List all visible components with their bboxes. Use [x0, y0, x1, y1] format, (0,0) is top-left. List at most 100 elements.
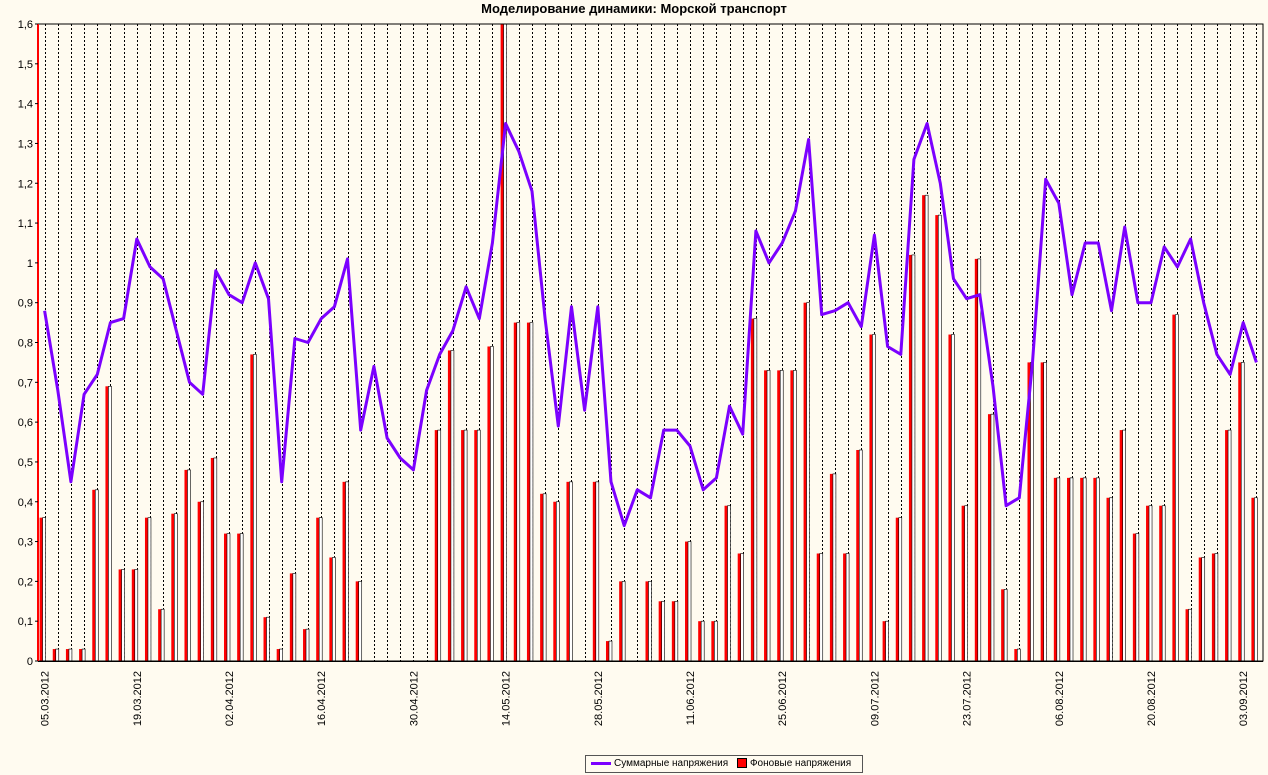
- legend-label-background: Фоновые напряжения: [749, 758, 852, 769]
- bar: [895, 517, 899, 661]
- bar-shadow: [793, 370, 797, 662]
- bar: [171, 513, 175, 661]
- bar: [803, 302, 807, 661]
- bar: [1198, 557, 1202, 661]
- bar: [922, 195, 926, 661]
- bar-shadow: [727, 505, 731, 662]
- bar: [1001, 589, 1005, 661]
- y-tick-label: 1,2: [18, 178, 33, 190]
- bar-shadow: [872, 334, 876, 662]
- bar-shadow: [226, 533, 231, 662]
- bar-shadow: [1214, 553, 1219, 662]
- bar: [553, 501, 557, 661]
- bar: [1119, 430, 1123, 661]
- bar: [1053, 477, 1057, 661]
- bar: [1238, 362, 1242, 661]
- bar-shadow: [147, 517, 152, 662]
- y-tick-label: 0,1: [18, 616, 33, 628]
- bar: [144, 517, 148, 661]
- bar: [566, 481, 570, 661]
- bar: [869, 334, 873, 661]
- x-tick-label: 09.07.2012: [869, 671, 881, 726]
- bar: [276, 649, 280, 661]
- bar-shadow: [1056, 477, 1061, 662]
- bar: [461, 430, 465, 661]
- bar-shadow: [81, 648, 86, 662]
- legend-item-background: Фоновые напряжения: [736, 757, 852, 771]
- bar-shadow: [437, 429, 442, 662]
- bar: [777, 370, 781, 661]
- x-tick-label: 25.06.2012: [777, 671, 789, 726]
- bar-shadow: [1030, 362, 1034, 662]
- bar: [197, 501, 201, 661]
- bar-shadow: [332, 557, 336, 662]
- bar-shadow: [253, 354, 257, 662]
- x-tick-label: 20.08.2012: [1146, 671, 1158, 726]
- bar-shadow: [476, 429, 481, 662]
- bar-shadow: [951, 334, 955, 662]
- bar-shadow: [121, 569, 125, 662]
- bar: [856, 449, 860, 661]
- x-tick-label: 16.04.2012: [316, 671, 328, 726]
- bar: [671, 601, 675, 661]
- bar-shadow: [279, 648, 283, 662]
- bar-shadow: [345, 481, 349, 662]
- bar: [658, 601, 662, 661]
- bar: [1014, 649, 1018, 661]
- bar-shadow: [674, 600, 679, 662]
- bar-shadow: [1240, 362, 1245, 662]
- bar: [1211, 553, 1215, 661]
- x-tick-label: 03.09.2012: [1238, 671, 1250, 726]
- bar: [974, 258, 978, 661]
- y-tick-label: 0,6: [18, 417, 33, 429]
- legend-label-total: Суммарные напряжения: [614, 758, 729, 769]
- y-tick-label: 0,9: [18, 298, 33, 310]
- bar: [1225, 430, 1229, 661]
- y-tick-label: 0,7: [18, 377, 33, 389]
- bar-shadow: [964, 505, 968, 662]
- legend-item-total: Суммарные напряжения: [591, 757, 728, 771]
- bar: [619, 581, 623, 661]
- x-tick-label: 06.08.2012: [1054, 671, 1066, 726]
- bar-shadow: [648, 581, 652, 662]
- bar-shadow: [68, 648, 73, 662]
- bar: [961, 505, 965, 661]
- bar-shadow: [305, 628, 310, 662]
- bar: [434, 430, 438, 661]
- bar: [1159, 505, 1163, 661]
- bar-shadow: [937, 214, 942, 662]
- bar: [487, 346, 491, 661]
- bar: [540, 493, 544, 661]
- bar-shadow: [1096, 477, 1100, 662]
- bar: [158, 609, 162, 661]
- bar: [1040, 362, 1044, 661]
- bar: [342, 481, 346, 661]
- bar: [1093, 477, 1097, 661]
- bar-shadow: [318, 517, 323, 662]
- bar: [447, 350, 451, 661]
- bar: [698, 621, 702, 661]
- x-tick-label: 30.04.2012: [408, 671, 420, 726]
- bar-shadow: [766, 370, 771, 662]
- bar: [1106, 497, 1110, 661]
- bar: [764, 370, 768, 661]
- bar: [223, 533, 227, 661]
- y-tick-label: 0,4: [18, 497, 33, 509]
- bar: [948, 334, 952, 661]
- bar-shadow: [1188, 608, 1192, 662]
- bar-shadow: [1161, 505, 1166, 662]
- legend-bar-swatch: [736, 758, 747, 769]
- bar: [882, 621, 886, 661]
- bar-shadow: [990, 413, 995, 662]
- bar-shadow: [898, 517, 903, 662]
- y-tick-label: 0: [27, 656, 33, 668]
- bar: [289, 573, 293, 661]
- bar: [79, 649, 83, 661]
- bar: [1251, 497, 1255, 661]
- bar: [829, 473, 833, 661]
- bar: [184, 469, 188, 661]
- bar-shadow: [1175, 314, 1179, 662]
- bar-shadow: [200, 501, 204, 662]
- bar-shadow: [292, 573, 297, 662]
